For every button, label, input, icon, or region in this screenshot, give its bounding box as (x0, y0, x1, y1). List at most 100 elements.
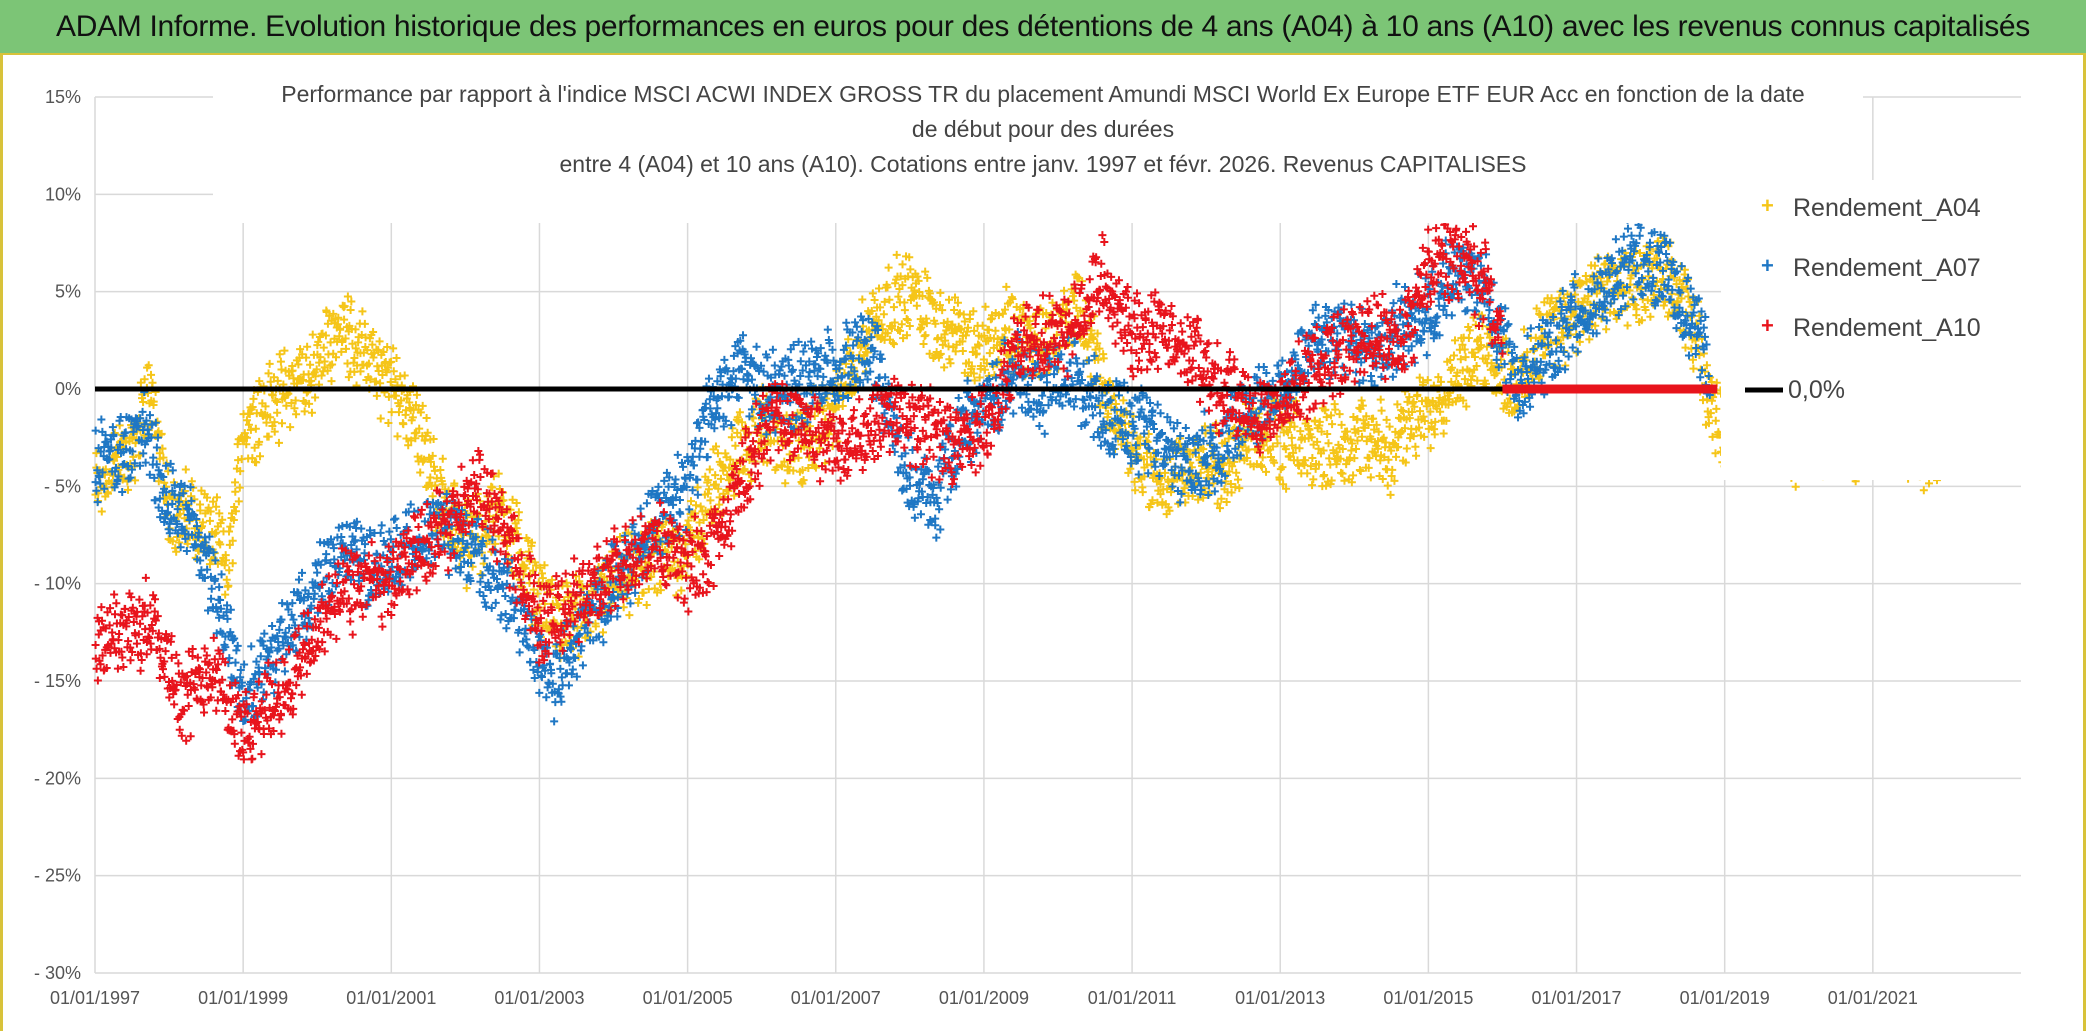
a04-point (351, 344, 360, 353)
a07-point (480, 598, 489, 607)
a04-point (229, 516, 238, 525)
a04-point (938, 340, 947, 349)
a04-point (1235, 484, 1244, 493)
a04-point (1287, 418, 1296, 427)
a04-point (1259, 441, 1268, 450)
a04-point (1087, 326, 1096, 335)
a04-point (941, 336, 950, 345)
a04-point (216, 540, 225, 549)
a04-point (242, 433, 251, 442)
a07-point (770, 361, 779, 370)
a04-point (1273, 439, 1282, 448)
chart-frame: 15% 10% 5% 0% - 5% - 10% - 15% - 20% - 25% - 30% … (0, 55, 2086, 1031)
a04-point (428, 451, 437, 460)
a04-point (980, 331, 989, 340)
a04-point (686, 497, 695, 506)
a07-point (935, 505, 944, 514)
a04-point (270, 427, 279, 436)
a07-point (1029, 412, 1038, 421)
a04-point (677, 586, 686, 595)
a07-point (1392, 280, 1401, 289)
a07-point (1150, 424, 1159, 433)
a04-point (248, 402, 257, 411)
a04-point (1392, 452, 1401, 461)
a04-point (811, 463, 820, 472)
a04-point (1295, 444, 1304, 453)
y-tick-label: 0% (55, 379, 81, 399)
a04-point (224, 581, 233, 590)
a04-point (1462, 402, 1471, 411)
a04-point (438, 454, 447, 463)
a07-point (1388, 372, 1397, 381)
a07-point (954, 394, 963, 403)
y-tick-label: - 30% (34, 963, 81, 983)
a04-point (234, 497, 243, 506)
a04-point (970, 376, 979, 385)
a04-point (392, 353, 401, 362)
a04-point (389, 367, 398, 376)
a04-point (422, 413, 431, 422)
a04-point (724, 486, 733, 495)
a07-point (807, 344, 816, 353)
a04-point (221, 556, 230, 565)
a04-point (1093, 339, 1102, 348)
a04-point (1420, 416, 1429, 425)
a04-point (1048, 298, 1057, 307)
a07-point (654, 482, 663, 491)
a04-point (1138, 488, 1147, 497)
a04-point (1446, 356, 1455, 365)
a07-point (280, 667, 289, 676)
a04-point (858, 295, 867, 304)
a04-point (696, 502, 705, 511)
a04-point (112, 453, 121, 462)
a04-point (168, 537, 177, 546)
a04-point (92, 449, 101, 458)
a04-point (921, 267, 930, 276)
a04-point (536, 563, 545, 572)
a07-point (720, 355, 729, 364)
a07-point (1096, 409, 1105, 418)
a04-point (350, 353, 359, 362)
a04-point (1296, 427, 1305, 436)
a07-point (278, 599, 287, 608)
a04-point (303, 342, 312, 351)
a04-point (905, 253, 914, 262)
a04-point (291, 396, 300, 405)
a04-point (1419, 412, 1428, 421)
a04-point (876, 303, 885, 312)
a04-point (205, 560, 214, 569)
a04-point (374, 367, 383, 376)
a04-point (397, 396, 406, 405)
a07-point (799, 347, 808, 356)
a04-point (1346, 435, 1355, 444)
a04-point (747, 476, 756, 485)
a04-point (1340, 476, 1349, 485)
a04-point (1194, 495, 1203, 504)
a04-point (993, 335, 1002, 344)
a07-point (337, 533, 346, 542)
a04-point (191, 553, 200, 562)
a04-point (1335, 410, 1344, 419)
a04-point (1352, 444, 1361, 453)
x-tick-label: 01/01/2001 (346, 988, 436, 1008)
data-points (91, 205, 1951, 764)
a04-point (1225, 467, 1234, 476)
a04-point (1362, 437, 1371, 446)
a04-point (538, 574, 547, 583)
a04-point (387, 357, 396, 366)
a04-point (261, 402, 270, 411)
a07-point (564, 681, 573, 690)
a04-point (1320, 470, 1329, 479)
a04-point (799, 476, 808, 485)
a04-point (1386, 490, 1395, 499)
a04-point (804, 463, 813, 472)
a04-point (274, 438, 283, 447)
a04-point (1301, 456, 1310, 465)
a04-point (159, 453, 168, 462)
x-tick-label: 01/01/1997 (50, 988, 140, 1008)
a04-point (1523, 348, 1532, 357)
a04-point (711, 480, 720, 489)
a04-point (998, 309, 1007, 318)
a04-point (312, 365, 321, 374)
a04-point (343, 292, 352, 301)
